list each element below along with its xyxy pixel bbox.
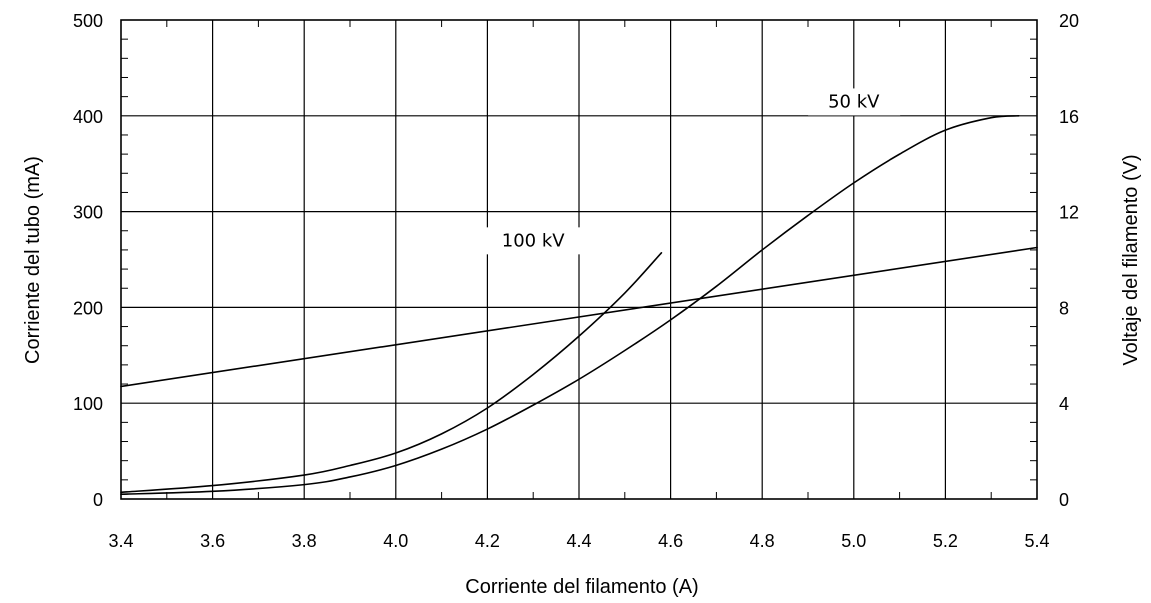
- y-right-tick-label: 20: [1059, 11, 1079, 31]
- y-right-tick-label: 4: [1059, 394, 1069, 414]
- minor-ticks: [121, 20, 1037, 499]
- series-layer: [120, 115, 1038, 496]
- y-left-tick-label: 200: [73, 298, 103, 318]
- series-line-100-kv: [120, 251, 663, 494]
- y-left-tick-label: 300: [73, 203, 103, 223]
- annotation-background: [808, 88, 901, 116]
- annotation-background: [481, 227, 586, 255]
- x-tick-label: 4.4: [566, 531, 591, 551]
- x-tick-label: 3.4: [108, 531, 133, 551]
- series-line-50-kv: [120, 115, 1020, 496]
- y-right-tick-label: 12: [1059, 203, 1079, 223]
- series-annotation: 100 kV: [502, 230, 566, 251]
- x-tick-label: 4.8: [750, 531, 775, 551]
- series-line-voltage: [120, 246, 1038, 388]
- x-tick-label: 4.0: [383, 531, 408, 551]
- x-tick-label: 4.2: [475, 531, 500, 551]
- series-annotation: 50 kV: [828, 91, 880, 112]
- x-tick-label: 3.8: [292, 531, 317, 551]
- y-right-tick-label: 0: [1059, 490, 1069, 510]
- y-right-tick-label: 16: [1059, 107, 1079, 127]
- y-left-tick-label: 100: [73, 394, 103, 414]
- y-left-tick-label: 500: [73, 11, 103, 31]
- annotations: 100 kV 50 kV: [481, 88, 901, 255]
- x-axis-title: Corriente del filamento (A): [465, 576, 698, 598]
- y-right-tick-label: 8: [1059, 298, 1069, 318]
- grid: [121, 20, 1037, 499]
- y-left-axis-title: Corriente del tubo (mA): [22, 156, 44, 364]
- y-left-tick-labels: 0 100 200 300 400 500: [73, 11, 103, 510]
- x-tick-label: 5.4: [1024, 531, 1049, 551]
- x-tick-label: 5.0: [841, 531, 866, 551]
- plot-frame: [120, 19, 1038, 500]
- x-tick-label: 4.6: [658, 531, 683, 551]
- y-left-tick-label: 400: [73, 107, 103, 127]
- y-left-tick-label: 0: [93, 490, 103, 510]
- y-right-tick-labels: 0 4 8 12 16 20: [1059, 11, 1079, 510]
- x-tick-labels: 3.4 3.6 3.8 4.0 4.2 4.4 4.6 4.8 5.0 5.2 5.4: [108, 531, 1049, 551]
- x-tick-label: 5.2: [933, 531, 958, 551]
- x-tick-label: 3.6: [200, 531, 225, 551]
- y-right-axis-title: Voltaje del filamento (V): [1120, 154, 1142, 365]
